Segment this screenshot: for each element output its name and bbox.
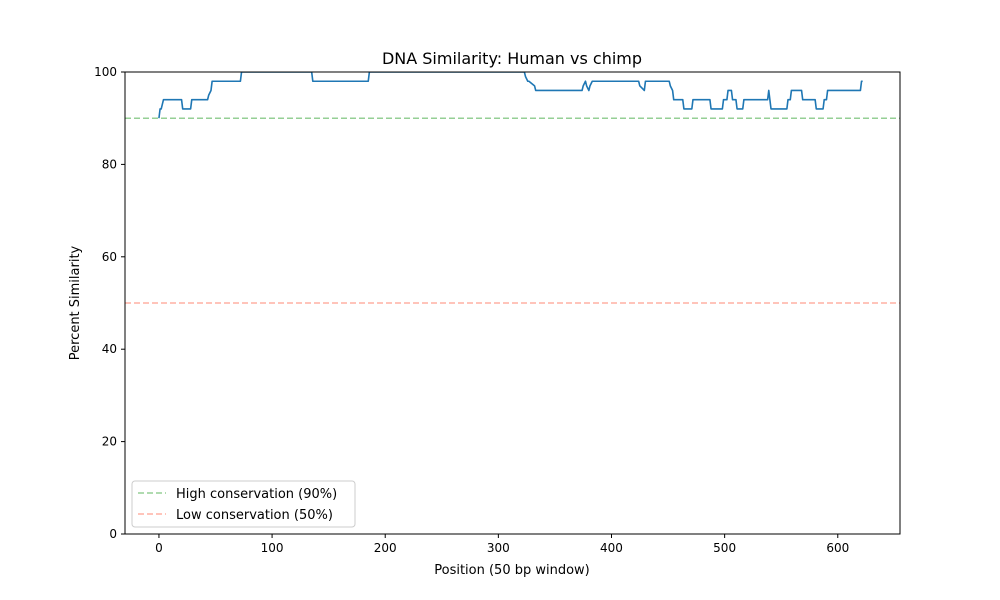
series-line-0 [158,72,863,119]
plot-area [124,71,901,535]
x-tick-label: 200 [374,541,397,555]
y-tick-label: 60 [102,250,117,264]
x-axis-ticks: 0 100 200 300 400 500 600 [155,534,849,555]
y-axis-label: Percent Similarity [68,245,83,360]
y-axis-ticks: 0 20 40 60 80 100 [94,65,125,541]
y-tick-label: 0 [109,527,117,541]
y-tick-label: 100 [94,65,117,79]
legend-label-high: High conservation (90%) [176,487,337,502]
legend-box [131,480,356,528]
x-tick-label: 100 [261,541,284,555]
legend-label-low: Low conservation (50%) [176,508,333,523]
x-tick-label: 400 [600,541,623,555]
y-tick-label: 20 [102,435,117,449]
plot-frame [124,71,901,535]
x-axis-label: Position (50 bp window) [434,563,590,578]
x-tick-label: 300 [487,541,510,555]
x-tick-label: 0 [155,541,163,555]
x-tick-label: 600 [826,541,849,555]
x-tick-label: 500 [713,541,736,555]
reference-lines [125,117,900,304]
series-layer [158,72,863,119]
chart-title: DNA Similarity: Human vs chimp [382,49,642,68]
y-tick-label: 40 [102,342,117,356]
y-tick-label: 80 [102,157,117,171]
legend: High conservation (90%) Low conservation… [131,480,356,528]
